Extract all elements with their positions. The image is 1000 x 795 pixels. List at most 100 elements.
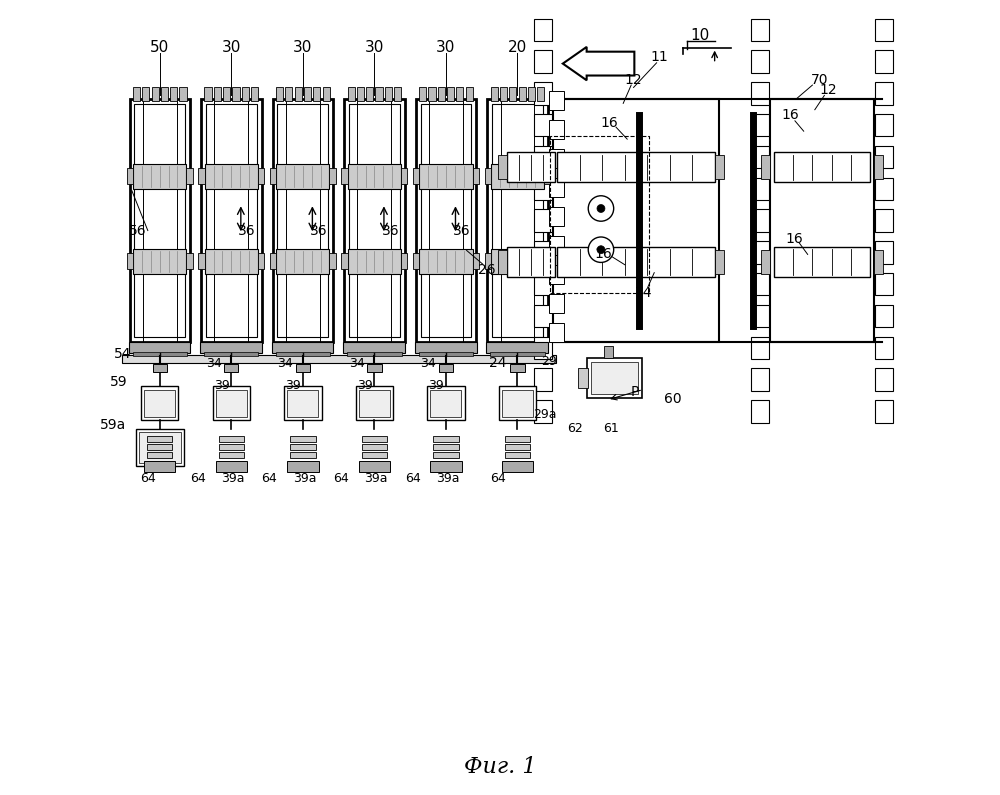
Bar bbox=[509, 87, 516, 101]
Text: 29a: 29a bbox=[534, 409, 557, 421]
Text: 70: 70 bbox=[811, 72, 828, 87]
Bar bbox=[549, 236, 564, 255]
Circle shape bbox=[597, 246, 605, 254]
Bar bbox=[204, 87, 212, 101]
Bar bbox=[751, 369, 769, 391]
Bar bbox=[534, 401, 552, 423]
Bar bbox=[276, 164, 329, 189]
Bar bbox=[549, 265, 564, 284]
Bar bbox=[133, 164, 186, 189]
Bar bbox=[276, 249, 329, 274]
Bar bbox=[224, 364, 238, 372]
Bar bbox=[232, 87, 240, 101]
Text: 30: 30 bbox=[365, 41, 384, 55]
Bar bbox=[416, 99, 476, 342]
Bar bbox=[519, 87, 526, 101]
Bar bbox=[223, 87, 230, 101]
Text: 50: 50 bbox=[150, 41, 169, 55]
Bar bbox=[313, 87, 320, 101]
Bar bbox=[751, 178, 769, 200]
Bar bbox=[587, 358, 642, 398]
Bar bbox=[473, 169, 479, 184]
Bar bbox=[875, 273, 893, 296]
Bar bbox=[491, 87, 498, 101]
Text: 16: 16 bbox=[785, 231, 803, 246]
Bar bbox=[329, 169, 336, 184]
Text: 39a: 39a bbox=[293, 472, 316, 485]
Bar bbox=[290, 436, 316, 442]
Bar bbox=[401, 169, 407, 184]
Bar bbox=[537, 87, 544, 101]
Bar bbox=[751, 19, 769, 41]
Bar bbox=[133, 352, 187, 356]
Text: 24: 24 bbox=[489, 356, 506, 370]
Bar bbox=[359, 390, 390, 417]
Bar bbox=[751, 337, 769, 359]
Bar bbox=[213, 386, 250, 420]
Bar bbox=[375, 87, 383, 101]
Text: 34: 34 bbox=[349, 357, 365, 370]
Bar bbox=[419, 87, 426, 101]
Bar bbox=[491, 164, 544, 189]
Bar bbox=[323, 87, 330, 101]
Bar bbox=[139, 432, 181, 463]
Bar bbox=[122, 355, 556, 363]
Bar bbox=[875, 83, 893, 105]
Bar bbox=[875, 401, 893, 423]
Bar bbox=[770, 99, 874, 342]
Bar bbox=[751, 114, 769, 137]
Bar bbox=[204, 352, 258, 356]
Text: 39a: 39a bbox=[221, 472, 245, 485]
Bar bbox=[206, 104, 257, 337]
Bar bbox=[134, 104, 185, 337]
Bar bbox=[273, 99, 333, 342]
Bar bbox=[198, 254, 205, 270]
Bar bbox=[550, 136, 649, 293]
Bar bbox=[544, 169, 550, 184]
Text: 64: 64 bbox=[490, 472, 505, 485]
Bar bbox=[549, 149, 564, 169]
Bar bbox=[170, 87, 177, 101]
Bar bbox=[133, 87, 140, 101]
Bar bbox=[499, 386, 536, 420]
Bar bbox=[341, 169, 348, 184]
Bar bbox=[258, 169, 264, 184]
Bar bbox=[486, 342, 548, 353]
Circle shape bbox=[597, 204, 605, 212]
Bar bbox=[420, 104, 471, 337]
Bar bbox=[430, 461, 462, 472]
Text: 39: 39 bbox=[285, 379, 301, 392]
Bar bbox=[510, 364, 525, 372]
Bar bbox=[141, 386, 178, 420]
Bar bbox=[290, 452, 316, 458]
Bar bbox=[186, 254, 193, 270]
Bar bbox=[142, 87, 149, 101]
Bar bbox=[419, 249, 473, 274]
Bar bbox=[507, 246, 555, 277]
Bar bbox=[147, 436, 172, 442]
Text: 16: 16 bbox=[600, 116, 618, 130]
Bar bbox=[874, 250, 883, 273]
Bar bbox=[419, 164, 473, 189]
Bar bbox=[438, 87, 445, 101]
Bar bbox=[133, 249, 186, 274]
Bar bbox=[505, 452, 530, 458]
Bar bbox=[366, 87, 373, 101]
Bar bbox=[751, 146, 769, 169]
Bar bbox=[875, 337, 893, 359]
Bar bbox=[534, 337, 552, 359]
Bar bbox=[534, 51, 552, 73]
Bar bbox=[219, 436, 244, 442]
Bar bbox=[534, 178, 552, 200]
Text: P: P bbox=[630, 385, 639, 399]
Text: 60: 60 bbox=[664, 392, 682, 406]
FancyArrow shape bbox=[563, 47, 634, 80]
Bar bbox=[129, 342, 190, 353]
Bar bbox=[144, 390, 175, 417]
Text: 59: 59 bbox=[110, 374, 127, 389]
Text: 16: 16 bbox=[594, 247, 612, 262]
Text: 10: 10 bbox=[691, 29, 710, 43]
Bar bbox=[875, 178, 893, 200]
Text: 36: 36 bbox=[453, 223, 471, 238]
Text: 39a: 39a bbox=[364, 472, 388, 485]
